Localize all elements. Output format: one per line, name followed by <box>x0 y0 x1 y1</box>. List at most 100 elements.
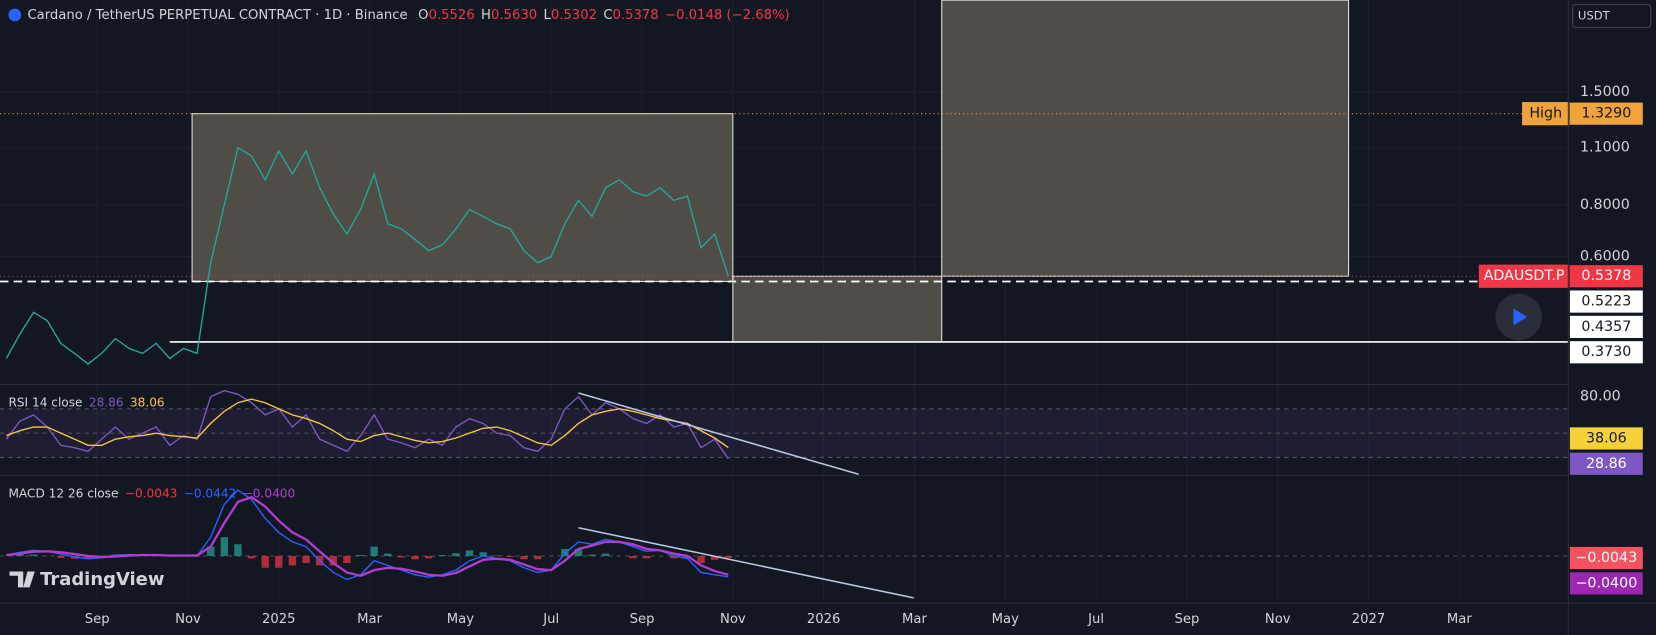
value-label-box <box>1568 289 1644 314</box>
histogram-bar <box>411 555 419 560</box>
value-label: 0.5223 <box>1581 294 1631 310</box>
value-label-box <box>1568 340 1644 365</box>
header: Cardano / TetherUS PERPETUAL CONTRACT · … <box>27 8 789 23</box>
watermark: TradingView <box>40 569 164 590</box>
value-label-tag-box <box>1522 102 1570 126</box>
y-tick-label: 1.5000 <box>1580 84 1630 100</box>
histogram-bar <box>697 555 705 564</box>
trendline <box>578 392 859 476</box>
ohlc-key: H <box>481 8 491 23</box>
histogram-bar <box>561 548 569 556</box>
histogram-bar <box>329 555 337 566</box>
histogram-bar <box>84 555 92 559</box>
histogram-bar <box>288 555 297 566</box>
value-label: −0.0043 <box>1575 550 1637 566</box>
histogram-bar <box>247 555 256 559</box>
legend: RSI 14 close 28.86 38.06 <box>8 395 164 409</box>
value-label: 28.86 <box>1586 456 1627 472</box>
value-label-box <box>1568 545 1644 571</box>
currency-box[interactable] <box>1572 3 1652 29</box>
value-label: 38.06 <box>1586 430 1627 446</box>
x-tick-label: Nov <box>720 612 746 627</box>
value-label-tag: ADAUSDT.P <box>1484 268 1565 284</box>
histogram-bar <box>629 555 637 559</box>
histogram-bar <box>356 555 365 556</box>
symbol-title: Cardano / TetherUS PERPETUAL CONTRACT · … <box>27 8 407 23</box>
ohlc-value: 0.5630 <box>491 8 537 23</box>
ohlc-value: 0.5378 <box>613 8 659 23</box>
histogram-bar <box>602 553 610 556</box>
ohlc-key: O <box>418 8 428 23</box>
value-label-tag: High <box>1529 106 1562 122</box>
value-label-box <box>1568 314 1644 340</box>
value-label-box <box>1568 571 1644 596</box>
x-tick-label: Jul <box>1087 612 1104 627</box>
histogram-bar <box>724 555 733 559</box>
currency[interactable]: USDT <box>1578 8 1611 22</box>
histogram-bar <box>302 555 310 564</box>
x-tick-label: Mar <box>1447 612 1472 627</box>
histogram-bar <box>452 553 460 556</box>
histogram-bar <box>343 555 351 564</box>
histogram-bar <box>438 555 446 556</box>
x-tick-label: Sep <box>630 612 655 627</box>
legend-title: MACD 12 26 close <box>8 486 118 500</box>
histogram-bar <box>370 546 378 556</box>
histogram-bar <box>479 552 487 556</box>
histogram-bar <box>220 537 229 556</box>
x-tick-label: May <box>992 612 1019 627</box>
value-label-box <box>1568 451 1644 476</box>
zone-box <box>191 113 734 283</box>
series-line <box>6 495 729 577</box>
histogram-bar <box>506 555 515 557</box>
x-tick-label: Mar <box>902 612 927 627</box>
histogram-bar <box>57 555 65 558</box>
y-tick-label: 80.00 <box>1580 389 1621 405</box>
y-tick-label: 0.6000 <box>1580 249 1630 265</box>
value-label: −0.0400 <box>1575 575 1637 591</box>
watermark-logo <box>9 571 35 588</box>
legend-value: −0.0442 <box>184 486 237 500</box>
histogram-bar <box>397 555 406 558</box>
x-tick-label: 2027 <box>1352 612 1386 627</box>
play-icon[interactable] <box>1513 308 1528 326</box>
x-tick-label: Mar <box>357 612 382 627</box>
value-label-tag-box <box>1478 264 1570 288</box>
value-label-box <box>1568 426 1644 451</box>
ohlc-value: 0.5302 <box>551 8 597 23</box>
x-tick-label: May <box>447 612 474 627</box>
histogram-bar <box>384 553 392 556</box>
histogram-bar <box>588 554 596 556</box>
histogram-bar <box>465 550 474 556</box>
x-tick-label: Nov <box>1265 612 1291 627</box>
value-label: 0.4357 <box>1581 319 1631 335</box>
histogram-bar <box>234 544 242 556</box>
histogram-bar <box>520 555 528 560</box>
y-tick-label: 1.1000 <box>1580 140 1630 156</box>
legend-value: 38.06 <box>130 395 165 409</box>
ohlc-key: L <box>543 8 551 23</box>
y-tick-label: 0.8000 <box>1580 197 1630 213</box>
histogram-bar <box>16 554 24 556</box>
x-tick-label: Jul <box>542 612 559 627</box>
ohlc-change: −0.0148 (−2.68%) <box>665 8 790 23</box>
zone-box <box>732 275 943 343</box>
legend-value: 28.86 <box>89 395 124 409</box>
legend-title: RSI 14 close <box>8 395 82 409</box>
value-label: 1.3290 <box>1581 106 1631 122</box>
x-tick-label: Nov <box>175 612 201 627</box>
histogram-bar <box>424 555 433 559</box>
histogram-bar <box>275 555 283 568</box>
legend: MACD 12 26 close −0.0043 −0.0442 −0.0400 <box>8 486 295 500</box>
ohlc: O0.5526 H0.5630 L0.5302 C0.5378 −0.0148 (−2.… <box>418 8 789 23</box>
x-tick-label: 2026 <box>807 612 841 627</box>
series-line <box>6 398 729 449</box>
legend-value: −0.0400 <box>243 486 296 500</box>
x-tick-label: Sep <box>1174 612 1199 627</box>
histogram-bar <box>711 555 719 560</box>
symbol-icon <box>8 8 22 22</box>
zone-box <box>941 0 1350 277</box>
